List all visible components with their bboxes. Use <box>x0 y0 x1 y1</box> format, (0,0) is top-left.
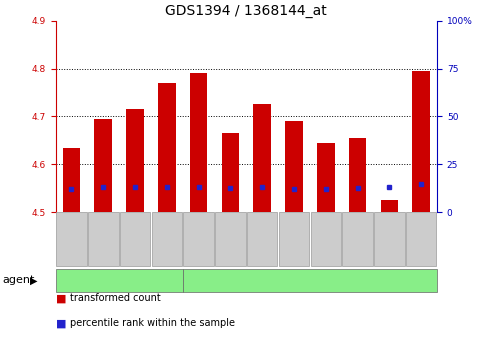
Text: percentile rank within the sample: percentile rank within the sample <box>70 318 235 328</box>
Bar <box>285 121 303 212</box>
Text: GSM61809: GSM61809 <box>130 214 140 264</box>
Bar <box>412 71 430 212</box>
Text: GSM61808: GSM61808 <box>99 214 108 264</box>
Text: GSM61812: GSM61812 <box>226 214 235 264</box>
Text: control: control <box>100 275 139 285</box>
Bar <box>317 143 335 212</box>
Text: transformed count: transformed count <box>70 294 161 303</box>
Bar <box>222 133 239 212</box>
Bar <box>381 200 398 212</box>
Text: GSM61810: GSM61810 <box>162 214 171 264</box>
Bar <box>126 109 144 212</box>
Text: GSM61816: GSM61816 <box>353 214 362 264</box>
Text: D-penicillamine: D-penicillamine <box>267 275 354 285</box>
Text: GSM61815: GSM61815 <box>321 214 330 264</box>
Text: GSM61813: GSM61813 <box>258 214 267 264</box>
Title: GDS1394 / 1368144_at: GDS1394 / 1368144_at <box>166 4 327 18</box>
Bar <box>158 83 176 212</box>
Text: ■: ■ <box>56 318 66 328</box>
Text: GSM61814: GSM61814 <box>289 214 298 264</box>
Text: ■: ■ <box>56 294 66 303</box>
Bar <box>254 105 271 212</box>
Bar <box>190 73 207 212</box>
Text: agent: agent <box>2 275 35 285</box>
Text: GSM61817: GSM61817 <box>385 214 394 264</box>
Bar <box>95 119 112 212</box>
Text: GSM61807: GSM61807 <box>67 214 76 264</box>
Bar <box>349 138 367 212</box>
Text: ▶: ▶ <box>30 275 38 285</box>
Text: GSM61811: GSM61811 <box>194 214 203 264</box>
Bar <box>63 148 80 212</box>
Text: GSM61818: GSM61818 <box>417 214 426 264</box>
